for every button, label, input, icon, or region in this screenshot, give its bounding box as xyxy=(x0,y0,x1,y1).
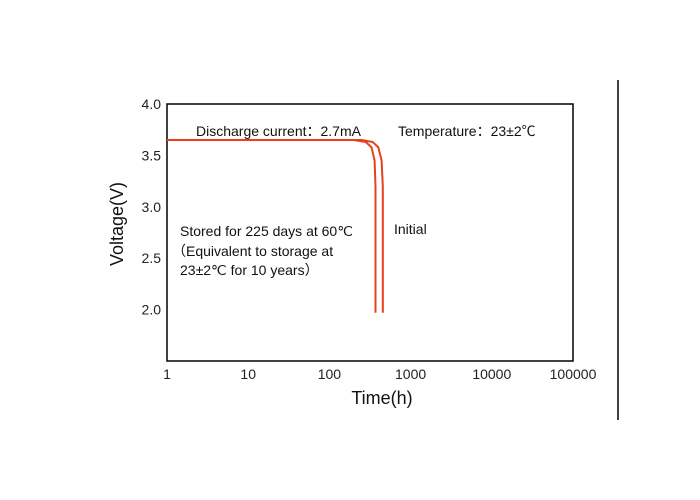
stored-annotation-line1: Stored for 225 days at 60℃ xyxy=(180,223,353,239)
y-tick-label: 3.5 xyxy=(142,147,162,163)
y-tick-labels: 4.0 3.5 3.0 2.5 2.0 xyxy=(142,96,162,318)
plot-frame xyxy=(166,103,574,362)
x-tick-labels: 1 10 100 1000 10000 100000 xyxy=(163,366,596,382)
y-tick-label: 2.5 xyxy=(142,250,162,266)
y-tick-label: 2.0 xyxy=(142,302,162,318)
x-tick-label: 10 xyxy=(240,366,256,382)
stored-annotation-line3: 23±2℃ for 10 years） xyxy=(180,262,319,278)
x-tick-label: 1 xyxy=(163,366,171,382)
series-line-2 xyxy=(167,139,384,313)
discharge-current-annotation: Discharge current：2.7mA xyxy=(196,123,362,139)
y-axis-title: Voltage(V) xyxy=(107,182,127,266)
y-tick-label: 3.0 xyxy=(142,199,162,215)
x-tick-label: 1000 xyxy=(395,366,426,382)
stored-annotation-line2: （Equivalent to storage at xyxy=(172,243,333,259)
x-tick-label: 100 xyxy=(318,366,342,382)
initial-annotation: Initial xyxy=(394,221,427,237)
x-tick-label: 10000 xyxy=(472,366,511,382)
series-lines xyxy=(167,139,384,313)
x-tick-label: 100000 xyxy=(550,366,597,382)
x-axis-title: Time(h) xyxy=(351,388,412,408)
y-tick-label: 4.0 xyxy=(142,96,162,112)
temperature-annotation: Temperature：23±2℃ xyxy=(398,123,536,139)
